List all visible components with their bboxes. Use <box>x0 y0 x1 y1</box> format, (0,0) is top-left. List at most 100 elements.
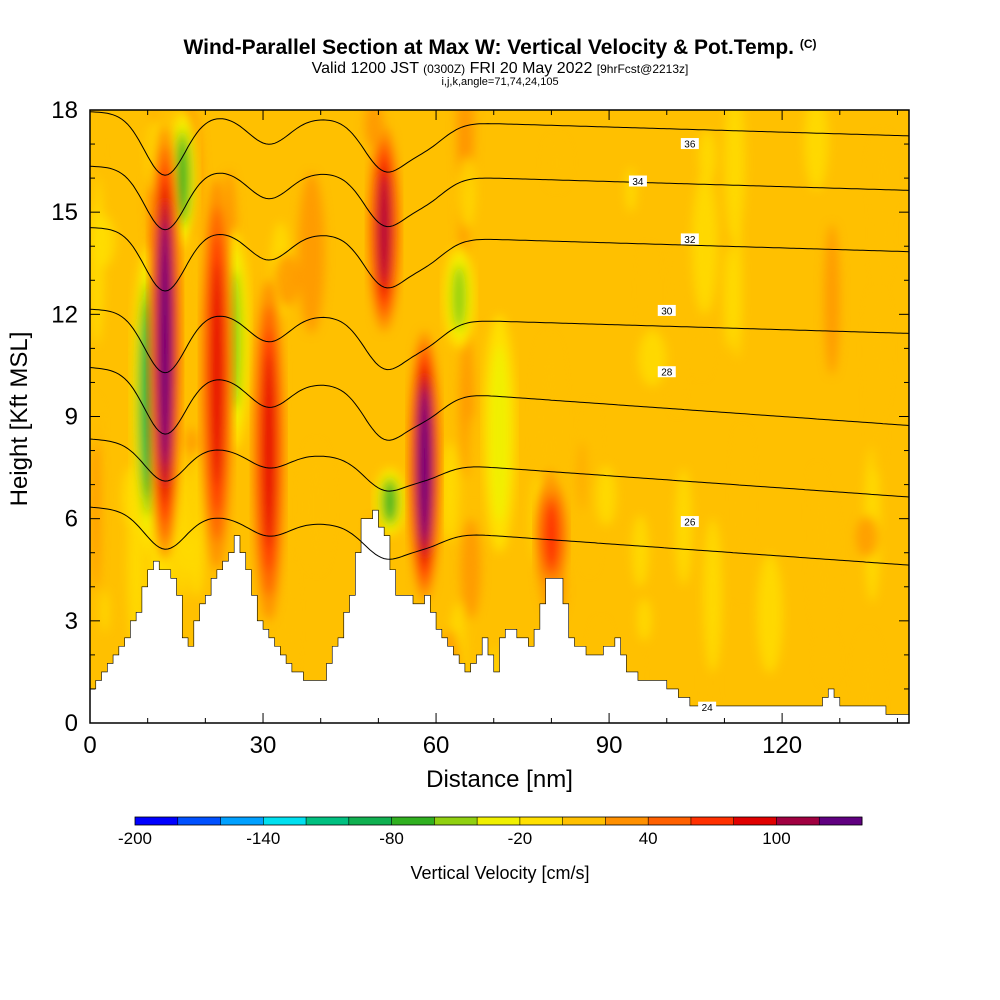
isentrope-label-bg <box>680 516 699 528</box>
isentrope-label: 34 <box>632 177 644 188</box>
y-tick-label: 9 <box>65 404 78 431</box>
colorbar-swatch <box>733 817 777 825</box>
velocity-band <box>211 262 223 485</box>
velocity-band <box>452 265 466 330</box>
isentrope-label: 28 <box>661 368 673 379</box>
updraft-cell-2 <box>252 280 285 621</box>
isentrope-label-bg <box>680 138 699 150</box>
x-axis-title: Distance [nm] <box>426 766 573 793</box>
field-patch <box>440 442 460 542</box>
isentrope-label-bg <box>657 304 676 316</box>
field-patch <box>458 156 476 229</box>
colorbar-swatch <box>562 817 606 825</box>
y-tick-label: 6 <box>65 506 78 533</box>
isentrope-label: 24 <box>702 703 714 714</box>
colorbar-swatch <box>306 817 350 825</box>
field-patch <box>813 467 823 557</box>
y-tick-label: 18 <box>51 97 78 124</box>
valid-date: FRI 20 May 2022 <box>469 60 593 77</box>
colorbar-swatch <box>819 817 863 825</box>
field-patch <box>643 246 654 333</box>
field-patch <box>856 515 879 558</box>
field-patch <box>757 553 783 674</box>
chart-title-text: Wind-Parallel Section at Max W: Vertical… <box>183 36 794 59</box>
field-patch <box>581 402 598 573</box>
colorbar-swatch <box>220 817 264 825</box>
colorbar-swatch <box>605 817 649 825</box>
isentrope-36 <box>90 111 909 176</box>
field-patch <box>672 249 682 413</box>
updraft-cell-4 <box>408 331 441 601</box>
updraft-cell-1 <box>200 178 233 570</box>
field-patch <box>724 110 746 241</box>
field-patch <box>872 134 894 217</box>
field-patch <box>731 219 743 359</box>
colorbar-title: Vertical Velocity [cm/s] <box>410 863 590 883</box>
x-tick-label: 120 <box>762 732 802 759</box>
velocity-band <box>544 503 559 568</box>
colorbar-tick-label: -140 <box>246 829 280 848</box>
colorbar-swatch <box>391 817 435 825</box>
field-patch <box>804 110 829 191</box>
terrain-mask <box>89 509 910 724</box>
field-patch <box>100 589 110 633</box>
field-patch <box>90 413 101 592</box>
velocity-band <box>161 239 169 448</box>
field-patch <box>92 215 116 267</box>
params-line: i,j,k,angle=71,74,24,105 <box>441 76 559 88</box>
isentrope-label: 26 <box>684 518 696 529</box>
updraft-cell-0 <box>148 127 181 560</box>
colorbar-frame <box>134 816 863 826</box>
velocity-band <box>263 354 275 548</box>
colorbar-swatch <box>519 817 564 825</box>
field-patch <box>691 172 718 314</box>
colorbar-swatch <box>348 817 393 825</box>
field-patch <box>302 443 330 571</box>
updraft-cell-5 <box>535 484 568 587</box>
isentrope-label: 32 <box>684 235 696 246</box>
field-patch <box>546 138 568 188</box>
field-patch <box>596 465 617 526</box>
field-patch <box>637 598 652 642</box>
colorbar-tick-label: 40 <box>639 829 658 848</box>
forecast-tag: [9hrFcst@2213z] <box>596 62 689 76</box>
isentrope-24 <box>90 506 909 566</box>
field-patch <box>184 236 204 316</box>
colorbar-swatch <box>434 817 478 825</box>
isentrope-label-bg <box>657 366 676 378</box>
y-tick-label: 0 <box>65 710 78 737</box>
velocity-band <box>176 139 188 217</box>
downdraft-cell-5 <box>483 314 516 553</box>
field-patch <box>819 636 836 681</box>
field-patch <box>735 429 750 599</box>
colorbar-swatch <box>135 817 179 825</box>
field-patch <box>723 246 734 350</box>
valid-zone: (0300Z) <box>423 62 466 76</box>
updraft-cell-3 <box>368 127 401 332</box>
field-patch <box>868 289 888 410</box>
field-patch <box>855 632 881 723</box>
field-patch <box>186 449 207 598</box>
field-patch <box>175 444 190 600</box>
velocity-band <box>379 175 389 284</box>
velocity-band <box>384 482 396 521</box>
colorbar-swatch <box>776 817 820 825</box>
field-patch <box>298 172 325 334</box>
field-patch <box>703 517 723 673</box>
velocity-band <box>421 401 428 531</box>
field-patch <box>625 167 637 213</box>
colorbar-swatch <box>177 817 222 825</box>
field-patch <box>274 253 299 307</box>
colorbar-swatch <box>477 817 521 825</box>
field-patch <box>631 514 649 588</box>
field-patch <box>90 110 100 210</box>
field-patch <box>460 518 481 620</box>
field-patch <box>699 130 716 183</box>
colorbar-swatch <box>690 817 735 825</box>
isentrope-label: 36 <box>684 140 696 151</box>
chart-title: Wind-Parallel Section at Max W: Vertical… <box>0 36 1000 60</box>
isentrope-28 <box>90 367 909 441</box>
colorbar-tick-label: -20 <box>508 829 533 848</box>
colorbar-tick-label: -80 <box>379 829 404 848</box>
